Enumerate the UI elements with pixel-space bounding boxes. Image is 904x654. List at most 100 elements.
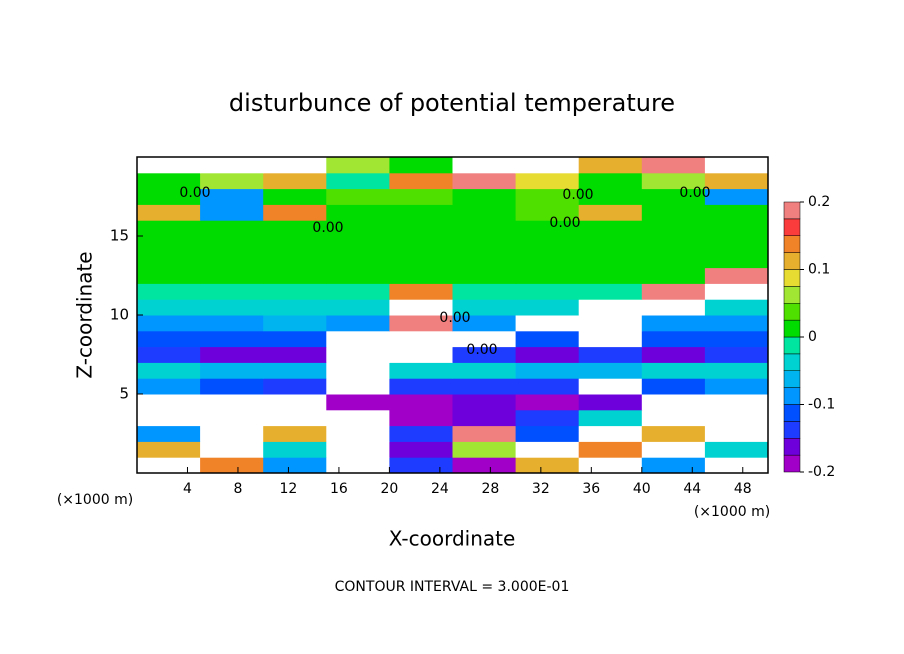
colorbar-swatch: [783, 353, 801, 371]
colorbar-swatch: [783, 252, 801, 270]
cell: [326, 188, 390, 205]
cell: [137, 299, 201, 316]
cell: [263, 204, 327, 221]
cell: [263, 283, 327, 300]
cell: [578, 457, 643, 474]
cell: [263, 220, 327, 237]
cell: [578, 330, 643, 348]
colorbar-swatch: [783, 336, 801, 355]
cell: [578, 441, 643, 458]
cell: [452, 394, 517, 411]
cell: [578, 362, 643, 379]
cell: [389, 394, 453, 411]
cell: [200, 157, 264, 174]
cell: [578, 409, 643, 427]
contour-label: 0.00: [312, 220, 343, 236]
x-units: (×1000 m): [694, 504, 770, 520]
cell: [200, 425, 264, 442]
cell: [263, 457, 327, 474]
cell: [515, 409, 580, 427]
cell: [326, 409, 390, 427]
cell: [263, 346, 327, 363]
cell: [704, 220, 769, 237]
cell: [263, 236, 327, 253]
cell: [578, 236, 643, 253]
cell: [578, 299, 643, 316]
cell: [641, 378, 706, 395]
cell: [200, 299, 264, 316]
cell: [515, 330, 580, 348]
cell: [326, 330, 390, 348]
cell: [389, 457, 453, 474]
x-tick-label: 28: [481, 481, 499, 497]
cell: [137, 315, 201, 332]
cell: [200, 441, 264, 458]
colorbar-swatch: [783, 454, 801, 473]
colorbar-tick-label: 0.1: [808, 262, 830, 278]
cell: [326, 172, 390, 190]
cell: [452, 283, 517, 300]
cell: [578, 267, 643, 284]
cell: [137, 188, 201, 205]
x-tick-label: 36: [582, 481, 600, 497]
cell: [263, 378, 327, 395]
cell: [137, 346, 201, 363]
cell: [389, 441, 453, 458]
cell: [200, 283, 264, 300]
cell: [452, 457, 517, 474]
cell: [200, 172, 264, 190]
cell: [389, 188, 453, 205]
colorbar-swatch: [783, 438, 801, 456]
cell: [326, 299, 390, 316]
cell: [263, 172, 327, 190]
cell: [389, 172, 453, 190]
cell: [452, 204, 517, 221]
cell: [326, 251, 390, 269]
cell: [137, 157, 201, 174]
cell: [578, 157, 643, 174]
colorbar-swatch: [783, 218, 801, 236]
cell: [263, 330, 327, 348]
cell: [641, 157, 706, 174]
cell: [704, 409, 769, 427]
cell: [641, 394, 706, 411]
y-axis-label: Z-coordinate: [73, 251, 97, 378]
cell: [200, 378, 264, 395]
cell: [200, 188, 264, 205]
cell: [137, 394, 201, 411]
cell: [641, 409, 706, 427]
cell: [515, 204, 580, 221]
x-tick-label: 8: [233, 481, 242, 497]
x-tick-label: 12: [280, 481, 298, 497]
cell: [200, 457, 264, 474]
cell: [137, 441, 201, 458]
cell: [263, 315, 327, 332]
cell: [704, 441, 769, 458]
cell: [515, 394, 580, 411]
cell: [578, 188, 643, 205]
colorbar-tick-label: 0.2: [808, 194, 830, 210]
cell: [578, 204, 643, 221]
cell: [452, 441, 517, 458]
cell: [137, 172, 201, 190]
chart-title: disturbunce of potential temperature: [229, 89, 675, 117]
x-tick-label: 16: [330, 481, 348, 497]
cell: [389, 220, 453, 237]
colorbar-tick-label: -0.1: [808, 397, 835, 413]
cell: [263, 409, 327, 427]
cell: [515, 457, 580, 474]
cell: [389, 378, 453, 395]
x-tick-label: 44: [683, 481, 701, 497]
colorbar-swatch: [783, 319, 801, 338]
cell: [515, 441, 580, 458]
cell: [578, 425, 643, 442]
cell: [452, 362, 517, 379]
cell: [200, 362, 264, 379]
cell: [326, 267, 390, 284]
cell: [389, 157, 453, 174]
cell: [389, 362, 453, 379]
cell: [326, 425, 390, 442]
colorbar-swatch: [783, 269, 801, 287]
cell: [704, 378, 769, 395]
